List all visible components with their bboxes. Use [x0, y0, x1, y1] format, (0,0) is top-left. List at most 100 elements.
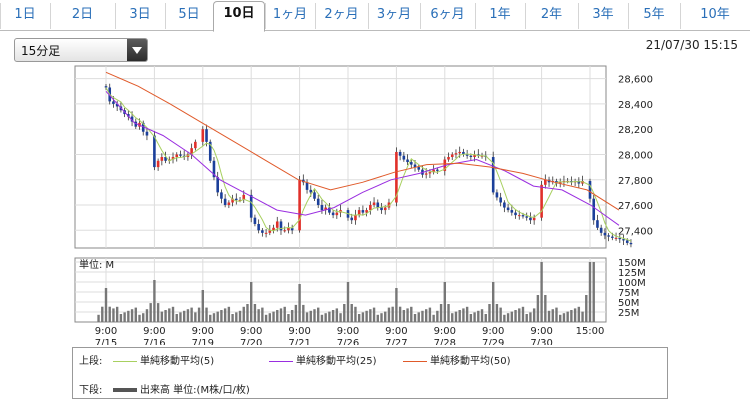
candle-body: [618, 237, 622, 240]
candle-body: [257, 223, 260, 231]
volume-bar: [205, 307, 208, 322]
candle-body: [305, 182, 309, 190]
candle-body: [112, 101, 115, 104]
volume-bar: [395, 288, 398, 322]
candle-body: [544, 179, 547, 185]
tab-9[interactable]: 1年: [475, 3, 524, 29]
candle-body: [432, 169, 435, 173]
tab-6[interactable]: 2ヶ月: [315, 3, 367, 29]
candle-body: [320, 205, 324, 211]
tab-4[interactable]: 10日: [213, 1, 265, 32]
volume-bar: [402, 310, 406, 322]
tab-7[interactable]: 3ヶ月: [368, 3, 419, 29]
x-tick-time: 9:00: [337, 326, 359, 337]
volume-bar: [250, 282, 253, 322]
candle-body: [264, 232, 268, 234]
tab-8[interactable]: 6ヶ月: [420, 3, 474, 29]
candle-body: [588, 181, 592, 199]
price-tick-label: 27,800: [618, 176, 653, 187]
candle-body: [480, 155, 484, 157]
volume-bar: [473, 312, 476, 322]
volume-bar: [532, 308, 536, 322]
volume-bar: [108, 306, 111, 322]
candle-body: [287, 227, 290, 231]
timestamp: 21/07/30 15:15: [645, 38, 738, 52]
x-tick-time: 9:00: [530, 326, 552, 337]
legend-swatch: [113, 360, 137, 362]
tab-2[interactable]: 3日: [115, 3, 164, 29]
x-tick-time: 9:00: [143, 326, 165, 337]
volume-bar: [458, 310, 461, 322]
x-tick-date: 7/21: [288, 338, 310, 345]
volume-bar: [175, 314, 178, 322]
volume-bar: [320, 314, 324, 322]
candle-body: [249, 194, 253, 218]
tab-10[interactable]: 2年: [525, 3, 577, 29]
candle-body: [223, 198, 227, 206]
legend: 上段: 下段: 単純移動平均(5) 単純移動平均(25) 単純移動平均(50) …: [72, 347, 668, 399]
volume-bar: [130, 309, 134, 322]
x-tick-time: 9:00: [288, 326, 310, 337]
volume-bar: [216, 311, 219, 322]
volume-bar: [223, 308, 227, 322]
x-tick-date: 7/15: [95, 338, 117, 345]
volume-bar: [555, 307, 558, 322]
candle-body: [279, 221, 283, 231]
candle-body: [354, 215, 357, 221]
volume-bar: [413, 314, 417, 322]
volume-bar: [384, 311, 387, 322]
volume-bar: [257, 309, 260, 322]
volume-bar: [142, 313, 145, 322]
volume-bar: [242, 306, 245, 322]
tab-0[interactable]: 1日: [0, 3, 49, 29]
volume-tick-label: 150M: [618, 258, 646, 269]
candle-body: [376, 202, 380, 208]
volume-bar: [581, 311, 584, 322]
price-panel-frame: [74, 65, 607, 249]
candle-body: [529, 217, 532, 221]
volume-bar: [477, 310, 480, 322]
candle-body: [331, 212, 335, 216]
legend-item-ma5: 単純移動平均(5): [113, 352, 214, 367]
tab-13[interactable]: 10年: [680, 3, 749, 29]
price-tick-label: 28,200: [618, 125, 653, 136]
candle-body: [417, 167, 421, 170]
x-tick-date: 7/19: [192, 338, 214, 345]
interval-select[interactable]: 15分足: [14, 38, 148, 62]
volume-bar: [324, 313, 327, 322]
volume-bar: [294, 304, 298, 322]
volume-bar: [462, 308, 465, 322]
legend-swatch: [269, 360, 293, 362]
tab-12[interactable]: 5年: [628, 3, 679, 29]
legend-item-ma50: 単純移動平均(50): [403, 352, 511, 367]
candle-body: [428, 172, 432, 174]
volume-bar: [168, 308, 171, 322]
volume-bar: [592, 262, 595, 322]
tab-1[interactable]: 2日: [50, 3, 114, 29]
legend-label: 単純移動平均(25): [296, 356, 377, 367]
tab-5[interactable]: 1ヶ月: [265, 3, 314, 29]
volume-bar: [290, 310, 294, 322]
candle-body: [625, 240, 629, 243]
x-tick-time: 9:00: [240, 326, 262, 337]
volume-bar: [313, 309, 316, 322]
x-tick-date: 7/30: [530, 338, 552, 345]
candle-body: [413, 164, 417, 168]
volume-bar: [279, 308, 283, 322]
chevron-down-icon[interactable]: [127, 39, 147, 61]
tab-11[interactable]: 3年: [578, 3, 627, 29]
candle-body: [409, 162, 413, 165]
volume-bar: [209, 314, 212, 322]
legend-label: 出来高 単位:(M株/口/枚): [140, 385, 250, 396]
legend-swatch: [403, 360, 427, 362]
candle-body: [268, 230, 272, 233]
volume-bar: [585, 295, 588, 322]
candle-body: [227, 202, 231, 206]
volume-bar: [506, 313, 510, 322]
volume-bar: [499, 307, 502, 322]
tab-3[interactable]: 5日: [165, 3, 212, 29]
volume-bar: [276, 310, 279, 322]
volume-bar: [350, 304, 353, 322]
volume-bar: [547, 310, 551, 322]
volume-bar: [391, 306, 394, 322]
